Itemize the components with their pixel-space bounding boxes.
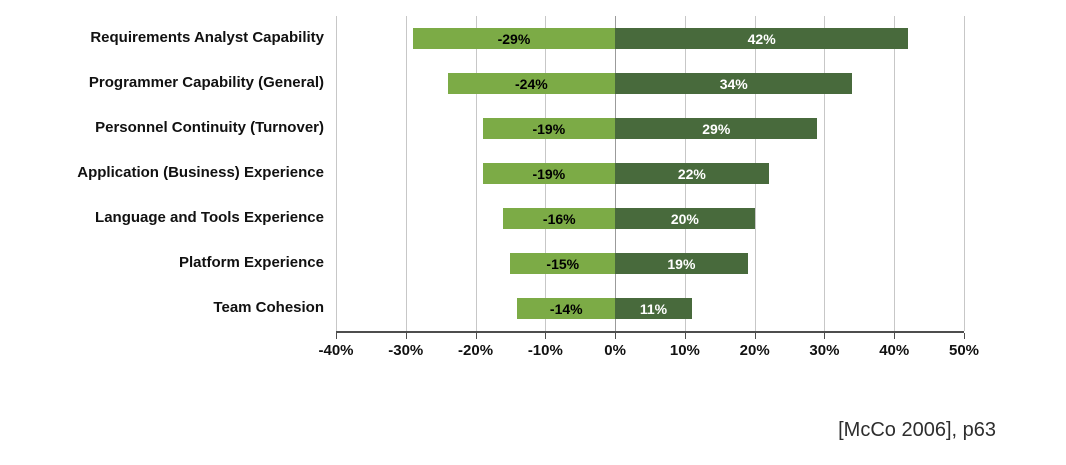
category-label: Personnel Continuity (Turnover)	[95, 119, 324, 137]
x-tick-mark	[615, 333, 617, 339]
x-tick-label: 40%	[879, 342, 910, 359]
negative-bar: -29%	[412, 28, 616, 49]
x-tick-mark	[475, 333, 477, 339]
x-tick-mark	[684, 333, 686, 339]
x-tick-mark	[545, 333, 547, 339]
category-labels: Requirements Analyst Capability Programme…	[6, 16, 336, 333]
gridline	[894, 16, 896, 331]
gridline	[824, 16, 826, 331]
x-tick-label: -10%	[527, 342, 563, 359]
positive-bar: 42%	[615, 28, 909, 49]
gridline	[964, 16, 965, 331]
x-tick-mark	[336, 333, 337, 339]
x-tick-label: 20%	[739, 342, 770, 359]
positive-bar: 11%	[615, 298, 692, 319]
negative-bar: -16%	[503, 208, 616, 229]
x-tick-label: -20%	[458, 342, 494, 359]
category-label: Requirements Analyst Capability	[90, 29, 324, 47]
negative-bar: -19%	[482, 118, 616, 139]
x-tick-mark	[964, 333, 965, 339]
x-tick-label: -30%	[388, 342, 424, 359]
positive-bar: 29%	[615, 118, 818, 139]
category-label: Team Cohesion	[213, 299, 324, 317]
x-axis: -40% -30% -20% -10% 0% 10% 20% 30% 40% 50%	[318, 333, 979, 367]
gridline	[405, 16, 407, 331]
negative-bar: -24%	[447, 73, 616, 94]
category-label: Programmer Capability (General)	[88, 74, 324, 92]
negative-bar: -15%	[510, 253, 616, 274]
category-label: Platform Experience	[178, 254, 324, 272]
chart-body: Requirements Analyst Capability Programme…	[6, 16, 965, 333]
negative-bar: -19%	[482, 163, 616, 184]
x-tick-mark	[894, 333, 896, 339]
category-label: Application (Business) Experience	[77, 164, 324, 182]
diverging-bar-chart: Requirements Analyst Capability Programme…	[6, 16, 979, 367]
gridline	[475, 16, 477, 331]
x-tick-label: 30%	[809, 342, 840, 359]
positive-bar: 20%	[615, 208, 755, 229]
positive-bar: 22%	[615, 163, 769, 184]
x-tick-mark	[754, 333, 756, 339]
gridline	[336, 16, 337, 331]
negative-bar: -14%	[517, 298, 616, 319]
source-caption: [McCo 2006], p63	[838, 419, 996, 441]
x-tick-label: 0%	[604, 342, 626, 359]
x-tick-label: -40%	[318, 342, 354, 359]
x-tick-label: 10%	[669, 342, 700, 359]
x-tick-mark	[405, 333, 407, 339]
x-tick-mark	[824, 333, 826, 339]
positive-bar: 34%	[615, 73, 853, 94]
category-label: Language and Tools Experience	[95, 209, 324, 227]
positive-bar: 19%	[615, 253, 748, 274]
x-tick-label: 50%	[948, 342, 980, 359]
plot-area: -29% 42% -24% 34% -19% 29% -19% 22% -16% 20% -15% 1…	[336, 16, 965, 333]
